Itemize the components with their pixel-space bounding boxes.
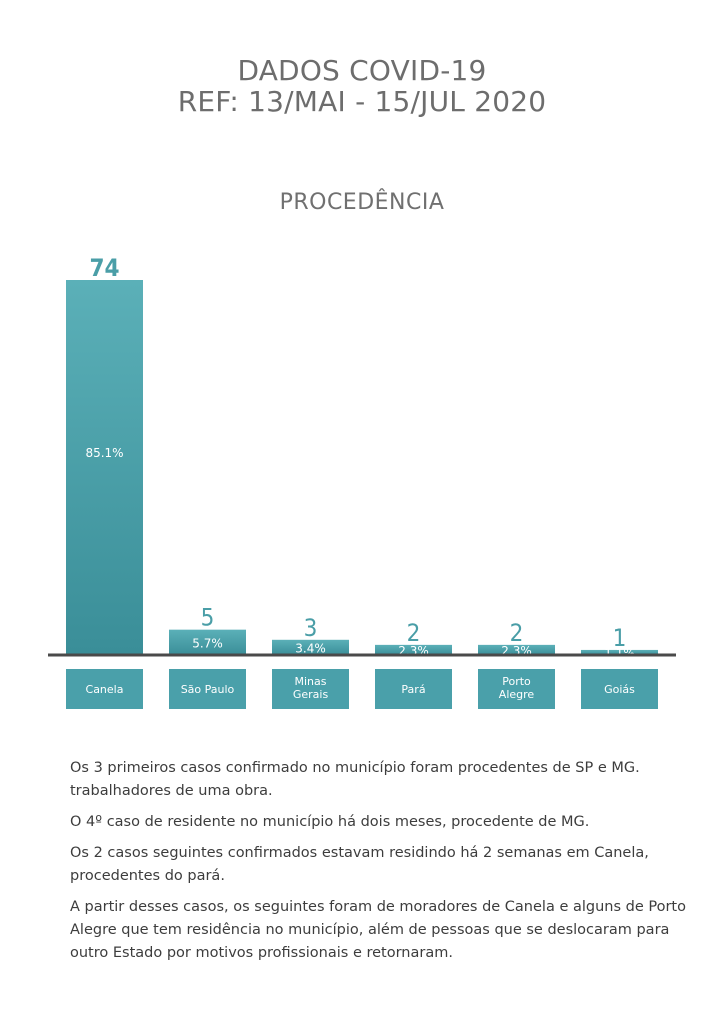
bar-chart: 74 85.1% Canela 5 5.7% São Paulo 33.4% MinasGer…: [48, 254, 676, 709]
category-label: São Paulo: [181, 683, 235, 696]
value-label: 74: [89, 254, 119, 282]
percent-label: 5.7%: [192, 636, 223, 650]
category-label-box: [169, 669, 246, 709]
bar: [169, 629, 246, 655]
note-paragraph: O 4º caso de residente no município há d…: [70, 814, 590, 830]
note-paragraph: Os 3 primeiros casos confirmado no munic…: [70, 760, 640, 799]
bar: [478, 644, 555, 655]
value-label: 3: [304, 614, 318, 642]
category-label: Pará: [401, 683, 425, 696]
percent-label: 85.1%: [85, 446, 123, 460]
percent-label: 3.4%: [295, 641, 326, 655]
category-label-box: [272, 669, 349, 709]
header-reference-period: REF: 13/MAI - 15/JUL 2020: [177, 85, 547, 118]
bar: [272, 639, 349, 655]
bar: [66, 280, 143, 655]
value-label: 5: [201, 604, 215, 632]
bar: [375, 644, 452, 655]
notes: Os 3 primeiros casos confirmado no munic…: [70, 757, 690, 973]
chart-title: PROCEDÊNCIA: [279, 190, 445, 215]
category-label: Porto: [502, 675, 531, 688]
value-label: 1: [613, 624, 627, 652]
header-title: DADOS COVID-19: [237, 54, 487, 87]
value-label: 2: [510, 619, 524, 647]
percent-label: 1.1%: [604, 646, 635, 660]
category-label-box: [581, 669, 658, 709]
note-paragraph: A partir desses casos, os seguintes fora…: [70, 899, 686, 961]
category-label: Goiás: [604, 683, 635, 696]
category-label: Gerais: [293, 688, 329, 701]
category-label-box: [66, 669, 143, 709]
category-label: Alegre: [499, 688, 535, 701]
value-label: 2: [407, 619, 421, 647]
category-label-box: [375, 669, 452, 709]
bar: [581, 649, 658, 655]
category-label: Minas: [295, 675, 327, 688]
category-label-box: [478, 669, 555, 709]
category-label: Canela: [86, 683, 124, 696]
note-paragraph: Os 2 casos seguintes confirmados estavam…: [70, 845, 649, 884]
